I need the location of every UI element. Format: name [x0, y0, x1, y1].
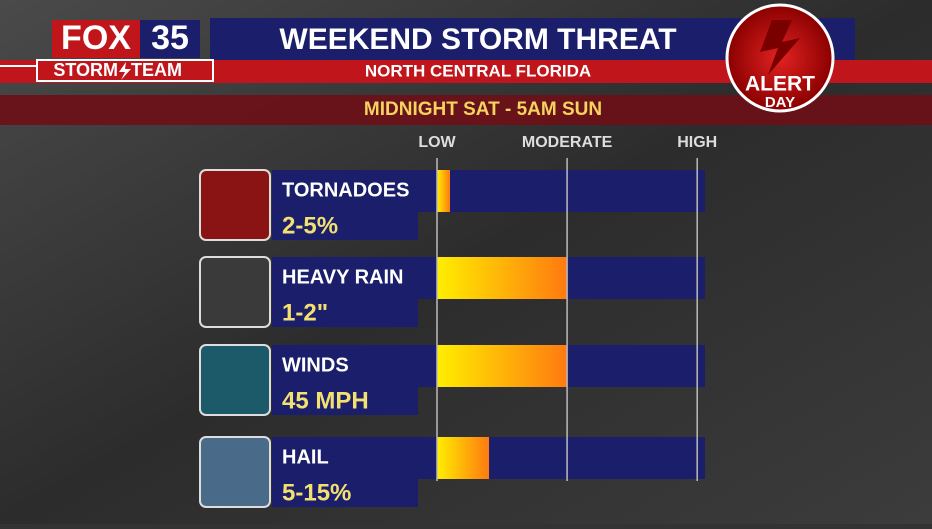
- x-tick-label: LOW: [418, 134, 456, 151]
- label-box: [272, 345, 437, 387]
- amount-label: 5-15%: [282, 479, 351, 506]
- x-tick-label: MODERATE: [522, 134, 613, 151]
- icon: [199, 256, 271, 328]
- period: MIDNIGHT SAT - 5AM SUN: [364, 99, 602, 120]
- category-label: WINDS: [282, 354, 349, 376]
- amount-box: [272, 387, 418, 415]
- logo-station: FOX: [61, 19, 131, 57]
- amount-box: [272, 299, 418, 327]
- bar-track: [437, 170, 705, 212]
- amount-label: 1-2": [282, 299, 328, 326]
- category-label: HAIL: [282, 446, 329, 468]
- bolt-icon: [119, 62, 131, 80]
- amount-label: 2-5%: [282, 212, 338, 239]
- label-box: [272, 437, 437, 479]
- team-left: STORM: [53, 60, 118, 80]
- category-label: TORNADOES: [282, 179, 409, 201]
- chart-title: WEEKEND STORM THREAT: [279, 23, 676, 56]
- icon: [199, 436, 271, 508]
- amount-box: [272, 479, 418, 507]
- label-box: [272, 170, 437, 212]
- x-tick-label: HIGH: [677, 134, 717, 151]
- label-box: [272, 257, 437, 299]
- team-right: TEAM: [131, 60, 182, 80]
- icon: [199, 344, 271, 416]
- amount-label: 45 MPH: [282, 387, 369, 414]
- icon: [199, 169, 271, 241]
- category-label: HEAVY RAIN: [282, 266, 404, 288]
- plot: TORNADOES 2-5% HEAVY RAIN 1-2" WINDS 45 MPH HA…: [199, 134, 717, 508]
- bar: [437, 437, 490, 479]
- bar: [437, 170, 451, 212]
- bar: [437, 257, 568, 299]
- subtitle: NORTH CENTRAL FLORIDA: [365, 61, 591, 80]
- logo-channel: 35: [151, 19, 189, 57]
- badge-bottom: DAY: [765, 94, 795, 111]
- badge-top: ALERT: [745, 73, 815, 96]
- badge-bolt: [760, 20, 800, 75]
- logo-box: [52, 20, 140, 58]
- logo-channel-box: [140, 20, 200, 58]
- bar: [437, 345, 568, 387]
- subtitle-band: [0, 60, 932, 83]
- amount-box: [272, 212, 418, 240]
